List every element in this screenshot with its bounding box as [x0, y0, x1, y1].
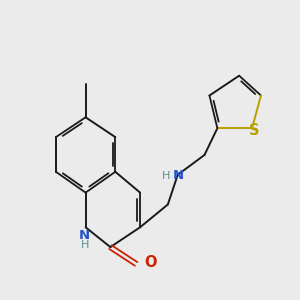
Text: N: N — [79, 229, 90, 242]
Text: O: O — [145, 255, 157, 270]
Text: S: S — [249, 123, 259, 138]
Text: N: N — [173, 169, 184, 182]
Text: H: H — [80, 240, 89, 250]
Text: H: H — [162, 171, 170, 181]
